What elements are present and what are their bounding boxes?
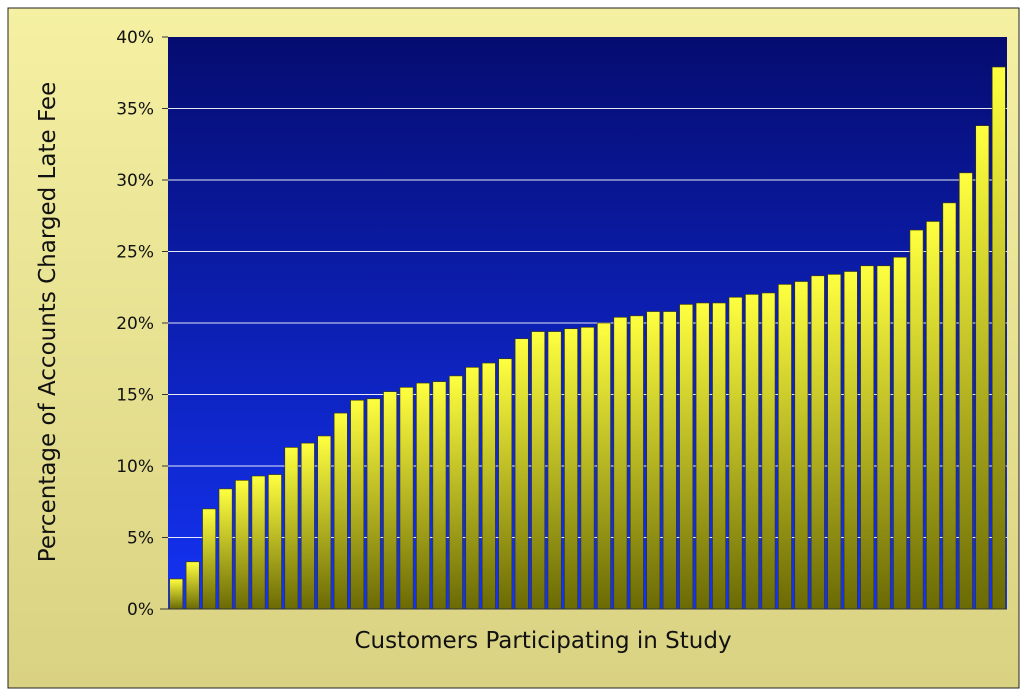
bar [416,382,430,610]
bar [333,412,348,610]
y-tick-label: 5% [127,529,154,549]
bar [514,338,529,610]
bar [465,367,480,610]
bar [794,281,809,610]
bar [547,331,562,610]
y-tick-label: 15% [116,386,154,406]
bar [810,275,825,610]
bar [629,315,644,610]
y-axis-label: Percentage of Accounts Charged Late Fee [35,82,61,562]
bars [169,66,1006,610]
y-tick-label: 40% [116,28,154,48]
bar [235,479,249,610]
bar [251,475,266,610]
bar [449,375,463,610]
bar [843,271,858,610]
bar [958,172,973,610]
x-axis-label: Customers Participating in Study [354,628,731,654]
bar [876,265,891,610]
bar [975,125,990,610]
bar [646,311,661,610]
bar [597,322,611,610]
y-tick-label: 30% [116,171,154,191]
bar [662,311,677,610]
y-tick-label: 0% [127,600,154,620]
bar [827,274,842,610]
bar [202,508,217,610]
y-tick-label: 10% [116,457,154,477]
bar [366,398,381,610]
bar [350,399,365,610]
y-tick-label: 25% [116,243,154,263]
bar [268,474,282,610]
bar [185,561,200,610]
bar [300,442,315,610]
bar [564,328,578,610]
bar [778,284,792,610]
bar [926,221,940,610]
bar [481,362,496,610]
bar [317,435,332,610]
bar [531,331,546,610]
bar [498,358,513,610]
bar [399,387,414,610]
bar [679,304,694,610]
bar [761,292,776,610]
bar [383,391,397,610]
bar [580,326,595,610]
bar [893,256,907,610]
y-tick-label: 20% [116,314,154,334]
bar [284,447,299,610]
bar [991,66,1006,610]
bar [432,381,447,610]
bar [169,578,184,610]
y-tick-label: 35% [116,100,154,120]
bar [695,302,710,610]
bar [728,296,743,610]
bar [712,302,726,610]
bar [942,202,957,610]
bar [218,488,233,610]
y-axis-tick-labels: 0% 5% 10% 15% 20% 25% 30% 35% 40% [116,28,168,620]
bar [860,265,875,610]
bar [745,294,759,610]
bar [613,316,628,610]
bar [909,229,924,610]
